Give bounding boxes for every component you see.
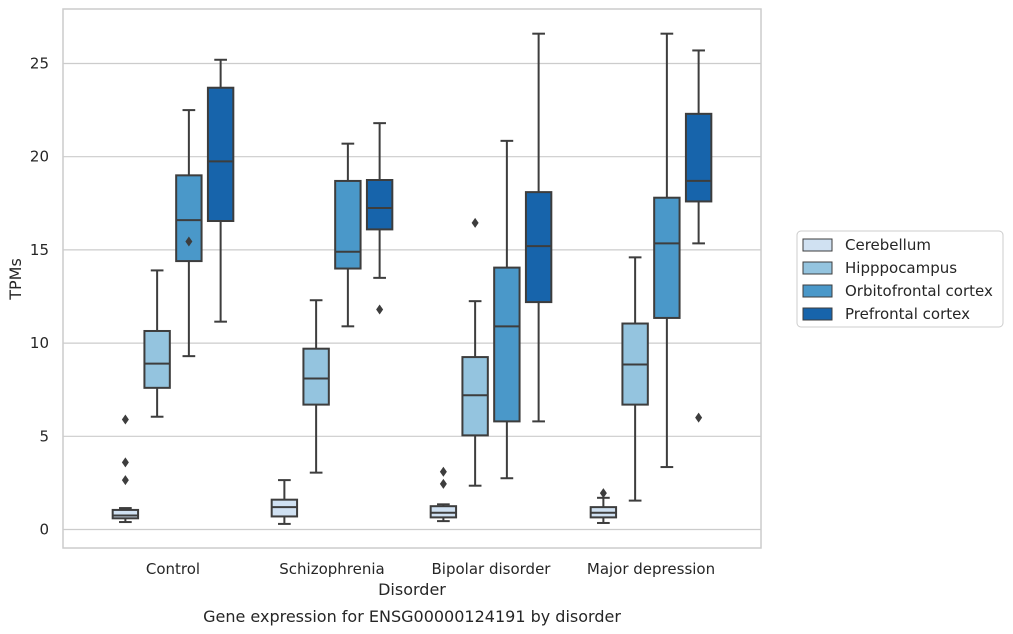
y-tick-label: 10	[30, 334, 49, 352]
legend-swatch	[802, 307, 833, 321]
box	[653, 32, 681, 469]
legend-item: Cerebellum	[802, 236, 931, 254]
box	[493, 139, 521, 480]
box-body	[684, 112, 713, 203]
legend-label: Orbitofrontal cortex	[845, 282, 993, 300]
box-body	[206, 86, 235, 223]
x-axis-label: Disorder	[378, 580, 446, 599]
legend-item: Hipppocampus	[802, 259, 957, 277]
x-tick-label: Major depression	[587, 560, 715, 578]
y-tick-label: 25	[30, 55, 49, 73]
box	[206, 58, 235, 323]
box-body	[334, 179, 362, 270]
box-body	[365, 179, 394, 231]
box	[334, 142, 362, 328]
outlier-point	[471, 217, 479, 228]
legend-label: Hipppocampus	[845, 259, 957, 277]
plot-frame	[62, 8, 762, 549]
outlier-point	[121, 414, 129, 425]
legend-swatch	[802, 261, 833, 275]
outlier-point	[439, 466, 447, 477]
x-tick-label: Bipolar disorder	[432, 560, 552, 578]
box	[621, 256, 649, 502]
box-body	[143, 329, 171, 389]
box-body	[175, 174, 203, 263]
box	[684, 49, 713, 423]
legend: Cerebellum Hipppocampus Orbitofrontal cort…	[796, 230, 1004, 328]
box	[524, 32, 553, 423]
outlier-point	[599, 488, 607, 499]
box	[461, 217, 489, 487]
legend-item: Prefrontal cortex	[802, 305, 970, 323]
box	[111, 414, 140, 524]
box	[589, 488, 618, 524]
box	[302, 299, 330, 474]
x-tick-label: Schizophrenia	[279, 560, 384, 578]
box	[270, 479, 299, 525]
outlier-point	[185, 236, 193, 247]
outlier-point	[695, 412, 703, 423]
y-tick-labels: 0 5 10 15 20 25	[30, 55, 49, 539]
x-tick-labels: Control Schizophrenia Bipolar disorder Majo…	[146, 560, 715, 578]
legend-label: Prefrontal cortex	[845, 305, 970, 323]
box-body	[111, 508, 140, 520]
box-body	[302, 347, 330, 406]
box	[175, 109, 203, 358]
outlier-point	[121, 475, 129, 486]
box-body	[653, 196, 681, 319]
y-axis-label: TPMs	[6, 258, 25, 301]
box	[143, 269, 171, 418]
y-tick-label: 15	[30, 241, 49, 259]
x-tick-label: Control	[146, 560, 200, 578]
legend-swatch	[802, 284, 833, 298]
chart-caption: Gene expression for ENSG00000124191 by d…	[203, 607, 621, 626]
legend-item: Orbitofrontal cortex	[802, 282, 993, 300]
outlier-point	[121, 457, 129, 468]
y-tick-label: 20	[30, 148, 49, 166]
y-tick-label: 0	[39, 521, 49, 539]
box	[365, 122, 394, 315]
outlier-point	[376, 304, 384, 315]
box-body	[493, 266, 521, 423]
legend-swatch	[802, 238, 833, 252]
outlier-point	[439, 478, 447, 489]
legend-label: Cerebellum	[845, 236, 931, 254]
legend-frame	[796, 230, 1004, 328]
box-series	[111, 32, 713, 525]
box	[429, 466, 458, 523]
y-tick-label: 5	[39, 427, 49, 445]
